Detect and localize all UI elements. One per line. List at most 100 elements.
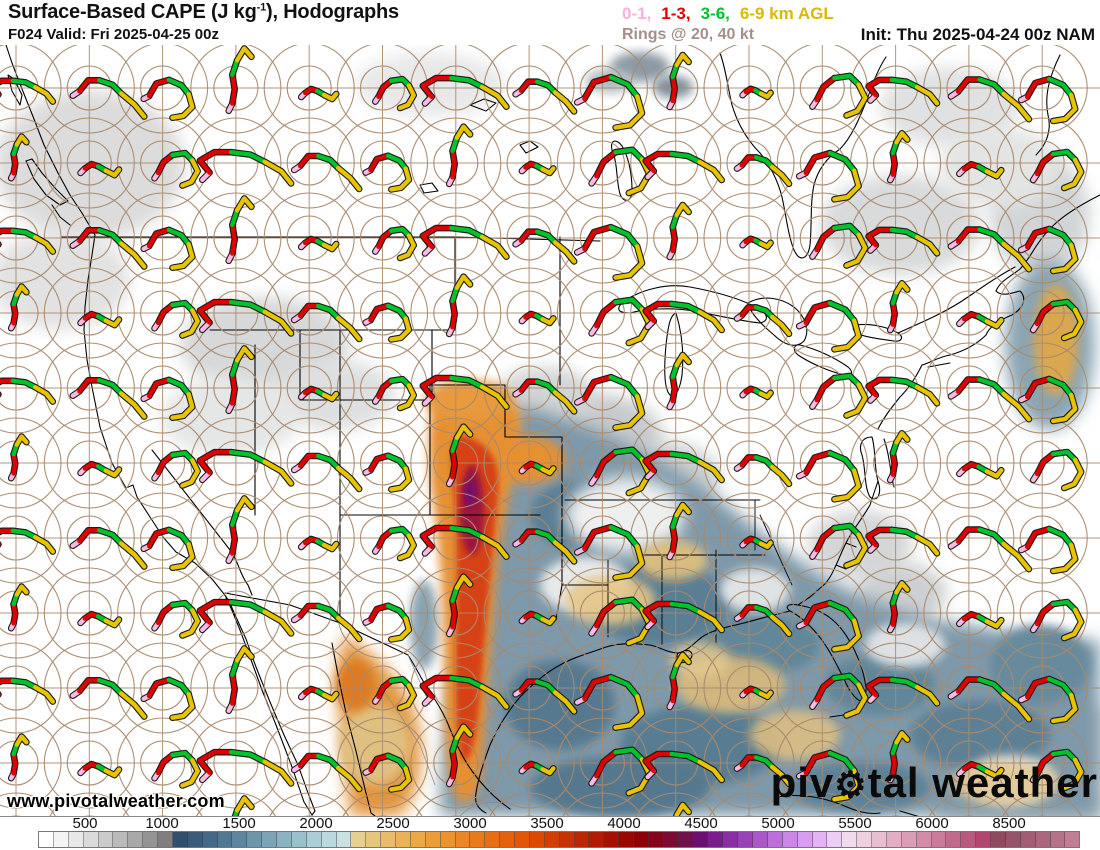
hodograph-symbol xyxy=(362,452,413,493)
colorbar-tick: 5000 xyxy=(761,815,795,832)
ring-interval-legend: Rings @ 20, 40 kt xyxy=(622,26,755,43)
colorbar-segment xyxy=(68,832,84,847)
hodograph-symbol xyxy=(739,85,774,101)
colorbar-segment xyxy=(708,832,724,847)
hodograph-symbol xyxy=(0,77,57,105)
colorbar-tick: 5500 xyxy=(838,815,872,832)
hodograph-symbol xyxy=(865,226,941,257)
colorbar-segment xyxy=(991,832,1006,847)
colorbar-segment xyxy=(634,832,649,847)
hodograph-symbol xyxy=(642,300,726,334)
hodograph-symbol xyxy=(69,526,148,570)
colorbar-tick: 2000 xyxy=(299,815,333,832)
hodograph-symbol xyxy=(0,227,57,255)
map-canvas: www.pivotalweather.com piv⚙tal weather xyxy=(0,45,1100,817)
hodograph-symbol xyxy=(1017,75,1079,125)
hodograph-symbol xyxy=(512,78,578,115)
hodograph-symbol xyxy=(151,299,201,339)
legend-layer-3: 6-9 km AGL xyxy=(739,4,834,23)
hodograph-symbol xyxy=(588,596,653,647)
colorbar-segment xyxy=(827,832,843,847)
hodograph-symbol xyxy=(795,449,862,503)
colorbar-segment xyxy=(797,832,813,847)
hodograph-symbol xyxy=(795,749,862,803)
hodograph-symbol xyxy=(947,526,1033,573)
colorbar-area: 500 1000 1500 2000 2500 3000 3500 4000 4500 5000 5… xyxy=(0,815,1100,850)
hodograph-grid-layer xyxy=(0,45,1100,816)
colorbar-segment xyxy=(381,832,396,847)
colorbar-segment xyxy=(663,832,679,847)
hodograph-symbol xyxy=(865,526,941,557)
colorbar-segment xyxy=(277,832,292,847)
colorbar-segment xyxy=(321,832,337,847)
hodograph-symbol xyxy=(297,85,340,103)
hodograph-symbol xyxy=(290,752,363,793)
superscript-exponent: -1 xyxy=(256,1,267,14)
hodograph-symbol xyxy=(886,280,911,334)
colorbar-segment xyxy=(678,832,694,847)
hodograph-symbol xyxy=(371,225,418,262)
hodograph-symbol xyxy=(225,495,255,565)
hodograph-symbol xyxy=(739,535,774,551)
hodograph-symbol xyxy=(290,452,363,493)
colorbar-segment xyxy=(976,832,991,847)
hodograph-symbol xyxy=(371,675,418,712)
hodograph-symbol xyxy=(7,733,30,782)
hodograph-symbol xyxy=(588,146,653,197)
colorbar-segment xyxy=(931,832,947,847)
colorbar-segment xyxy=(306,832,322,847)
hodograph-symbol xyxy=(642,750,726,784)
colorbar-segment xyxy=(961,832,977,847)
hodograph-symbol xyxy=(77,760,123,779)
colorbar-segment xyxy=(916,832,932,847)
hodograph-symbol xyxy=(955,610,1005,630)
hodograph-symbol xyxy=(225,195,255,265)
colorbar-segment xyxy=(723,832,739,847)
hodograph-symbol xyxy=(196,748,295,787)
colorbar-segment xyxy=(1005,832,1021,847)
colorbar-segment xyxy=(366,832,382,847)
hodograph-symbol xyxy=(666,201,693,261)
hodograph-symbol xyxy=(1029,598,1085,642)
hodograph-symbol xyxy=(290,602,363,643)
hodograph-symbol xyxy=(809,372,869,419)
hodograph-symbol xyxy=(512,378,578,415)
hodograph-symbol xyxy=(733,454,793,488)
colorbar-segment xyxy=(98,832,114,847)
hodograph-symbol xyxy=(1017,675,1079,725)
hodograph-symbol xyxy=(733,604,793,638)
colorbar-tick: 3500 xyxy=(530,815,564,832)
hodograph-symbol xyxy=(666,351,693,411)
hodograph-symbol xyxy=(69,676,148,720)
colorbar-segment xyxy=(336,832,352,847)
hodograph-symbol xyxy=(512,228,578,265)
hodograph-layer-legend: 0-1, 1-3, 3-6, 6-9 km AGL xyxy=(622,4,844,24)
colorbar-segment xyxy=(901,832,917,847)
hodograph-symbol xyxy=(445,723,474,788)
colorbar-segment xyxy=(886,832,902,847)
colorbar-segment xyxy=(767,832,783,847)
hodograph-symbol xyxy=(225,645,255,715)
colorbar-segment xyxy=(247,832,263,847)
hodograph-symbol xyxy=(371,525,418,562)
hodograph-symbol xyxy=(947,376,1033,423)
hodograph-symbol xyxy=(588,746,653,797)
colorbar-segment xyxy=(187,832,203,847)
forecast-valid-time: F024 Valid: Fri 2025-04-25 00z xyxy=(8,26,219,43)
legend-layer-2: 3-6, xyxy=(700,4,730,23)
hodograph-symbol xyxy=(290,302,363,343)
hodograph-symbol xyxy=(362,302,413,343)
hodograph-symbol xyxy=(573,373,646,431)
hodograph-symbol xyxy=(151,149,201,189)
hodograph-symbol xyxy=(7,283,30,332)
colorbar-segment xyxy=(693,832,709,847)
map-base-graphic xyxy=(0,45,1100,816)
hodograph-symbol xyxy=(666,501,693,561)
colorbar-segment xyxy=(39,832,54,847)
hodograph-symbol xyxy=(196,598,295,637)
hodograph-symbol xyxy=(947,76,1033,123)
hodograph-symbol xyxy=(1029,748,1085,792)
hodograph-symbol xyxy=(1029,448,1085,492)
hodograph-symbol xyxy=(865,376,941,407)
